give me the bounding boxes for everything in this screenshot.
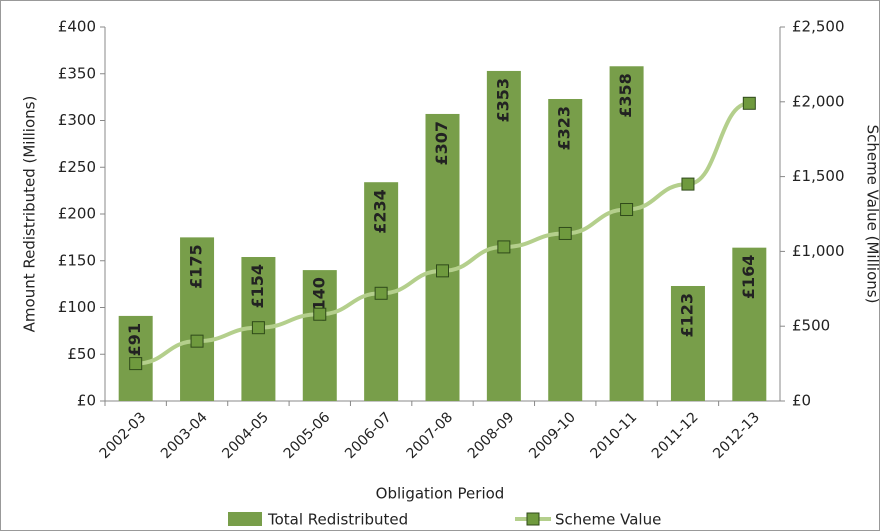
y-tick-label: £250 <box>58 158 96 176</box>
marker <box>620 203 634 217</box>
value-label: £358 <box>616 73 635 118</box>
y2-axis-title: Scheme Value (Millions) <box>864 125 880 304</box>
value-label: £234 <box>371 189 390 234</box>
value-label: £164 <box>739 255 758 300</box>
y-tick-label: £0 <box>77 392 96 410</box>
y2-tick-label: £1,000 <box>792 242 845 260</box>
bar <box>548 98 583 402</box>
y2-tick-label: £0 <box>792 392 811 410</box>
y2-tick-label: £1,500 <box>792 167 845 185</box>
y2-tick-label: £2,000 <box>792 92 845 110</box>
value-label: £307 <box>432 121 451 166</box>
value-label: £123 <box>677 293 696 338</box>
bar <box>670 285 705 401</box>
marker <box>374 286 388 300</box>
value-label: £91 <box>125 323 144 356</box>
bar <box>302 270 337 401</box>
y-tick-label: £400 <box>58 18 96 36</box>
marker <box>681 177 695 191</box>
value-label: £353 <box>493 78 512 123</box>
legend-swatch <box>228 512 262 526</box>
x-axis-title: Obligation Period <box>376 485 505 503</box>
legend-marker <box>526 512 540 526</box>
bar <box>732 247 767 401</box>
value-label: £175 <box>187 244 206 289</box>
y2-tick-label: £2,500 <box>792 18 845 36</box>
value-label: £154 <box>248 264 267 309</box>
y-tick-label: £350 <box>58 64 96 82</box>
marker <box>129 357 143 371</box>
y-axis-title: Amount Redistributed (Millions) <box>21 96 39 333</box>
marker <box>742 96 756 110</box>
y-tick-label: £50 <box>67 345 96 363</box>
y-tick-label: £100 <box>58 298 96 316</box>
legend-label: Scheme Value <box>555 511 661 529</box>
marker <box>190 334 204 348</box>
y2-tick-label: £500 <box>792 317 830 335</box>
marker <box>497 240 511 254</box>
marker <box>436 264 449 278</box>
y-tick-label: £150 <box>58 251 96 269</box>
legend-label: Total Redistributed <box>267 511 408 529</box>
bar <box>180 237 215 401</box>
value-label: £323 <box>555 106 574 151</box>
bar <box>609 66 644 402</box>
y-tick-label: £200 <box>58 205 96 223</box>
bar <box>425 113 460 401</box>
bar <box>486 70 521 401</box>
marker <box>558 226 572 240</box>
marker <box>313 307 327 321</box>
y-tick-label: £300 <box>58 111 96 129</box>
marker <box>251 321 265 335</box>
